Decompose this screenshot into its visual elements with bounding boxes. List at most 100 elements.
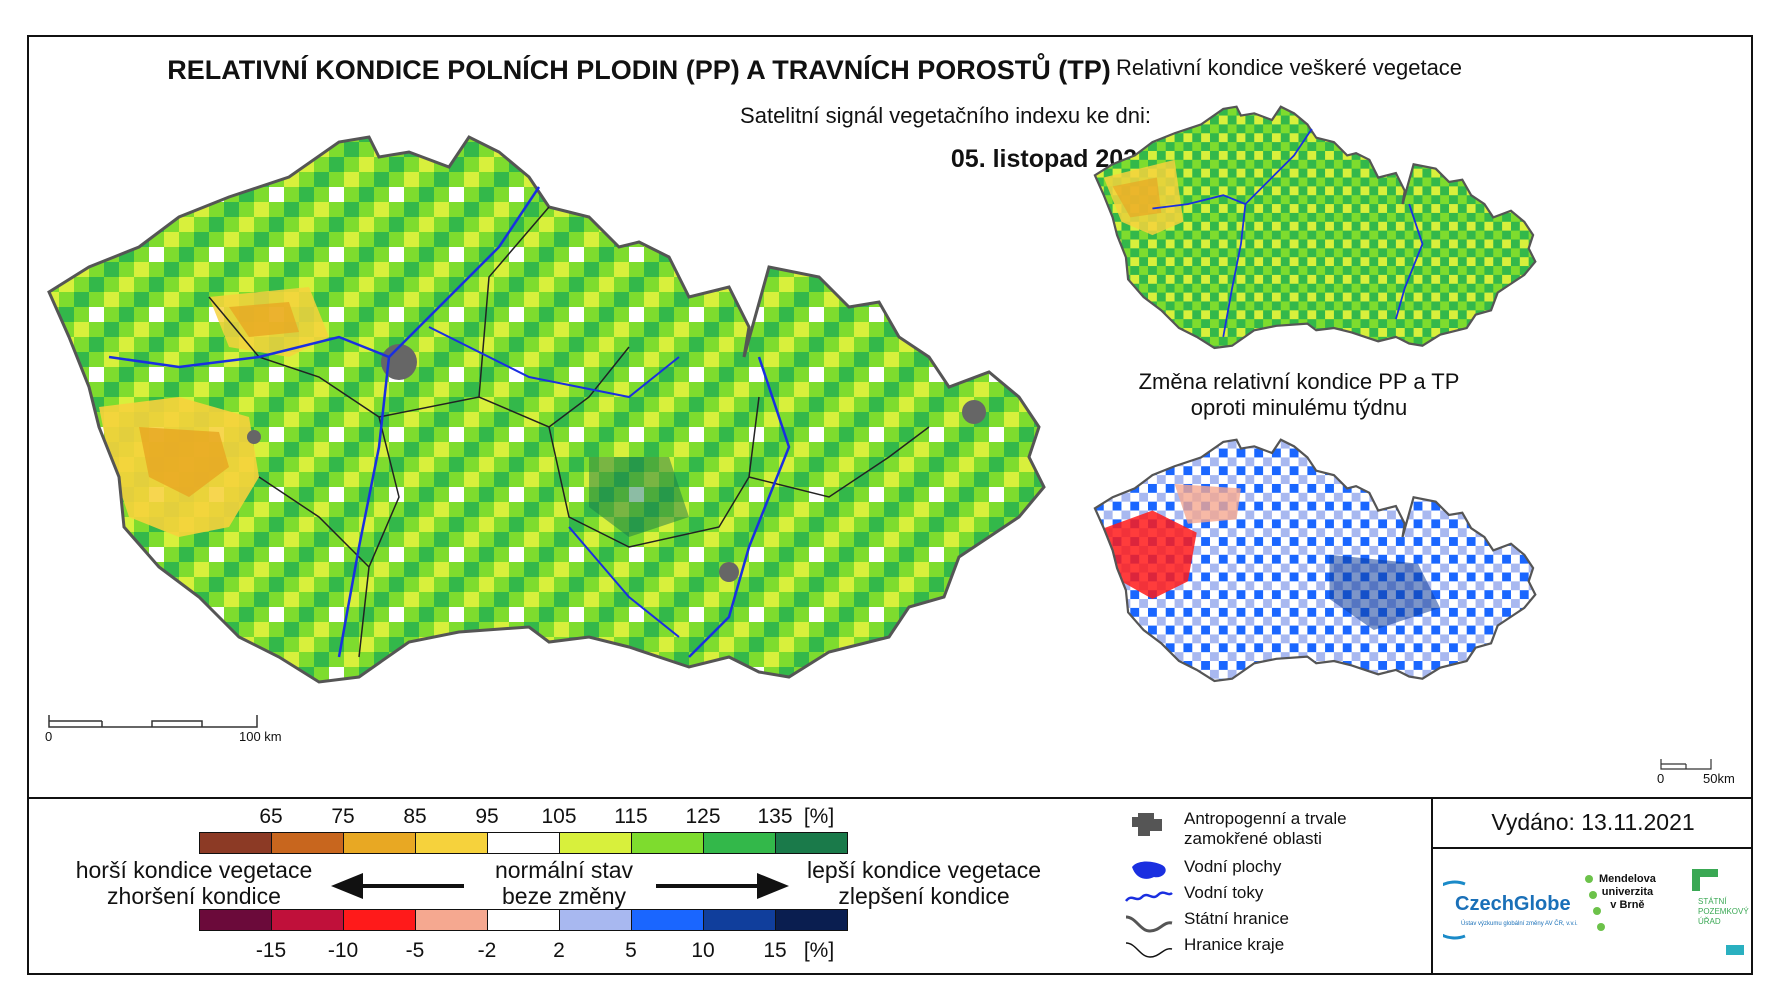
anthropogenic-area-icon [1132,813,1162,836]
condition-tick: 115 [614,805,648,828]
condition-swatch [703,832,776,854]
change-swatch [631,909,704,931]
spu-line2: POZEMKOVÝ [1698,907,1749,916]
left-label-line1: horší kondice vegetace [75,857,313,883]
key-state-border-label: Státní hranice [1184,909,1289,928]
condition-tick: 65 [259,805,283,828]
condition-swatch [559,832,632,854]
arrow-right [656,873,789,899]
side-map-change [1093,438,1537,683]
spu-logo-graphic [1692,869,1744,955]
change-tick: -15 [255,939,287,962]
condition-tick: 85 [403,805,427,828]
condition-swatch [199,832,272,854]
condition-swatch [487,832,560,854]
spu-logo-text: STÁTNÍ POZEMKOVÝ ÚŘAD [1698,897,1749,927]
condition-swatch [631,832,704,854]
condition-color-scale [199,832,848,854]
issued-date: Vydáno: 13.11.2021 [1491,809,1695,835]
change-swatch [559,909,632,931]
key-water-flows-label: Vodní toky [1184,883,1264,902]
czechglobe-logo-sub: Ústav výzkumu globální změny AV ČR, v.v.… [1461,921,1578,927]
condition-tick: 125 [685,805,721,828]
key-region-border-label: Hranice kraje [1184,935,1285,954]
water-body-icon [1132,861,1166,879]
mendel-line2: univerzita [1601,886,1654,898]
divider-vertical [1431,799,1433,975]
scale-bar-graphic [48,715,258,728]
page-title: RELATIVNÍ KONDICE POLNÍCH PLODIN (PP) A … [167,55,1111,85]
spu-line3: ÚŘAD [1698,917,1721,926]
change-tick: -2 [477,939,497,962]
partner-logos: CzechGlobe Ústav výzkumu globální změny … [1433,849,1753,975]
subtitle: Satelitní signál vegetačního indexu ke d… [740,103,1151,128]
left-label-line2: zhoršení kondice [107,883,281,909]
main-scale-bar: 0 100 km [45,713,307,748]
condition-swatch [271,832,344,854]
key-water-bodies: Vodní plochy [1124,857,1281,885]
right-label-line2: zlepšení kondice [838,883,1010,909]
change-swatch [703,909,776,931]
region-border-icon [1125,942,1173,958]
spu-line1: STÁTNÍ [1698,897,1727,906]
side-scale-bar: 0 50km [1657,757,1769,786]
change-unit: [%] [803,939,835,962]
right-label: lepší kondice vegetace zlepšení kondice [789,857,1059,909]
side-scale-bar-graphic [1660,759,1712,770]
change-tick: -5 [405,939,425,962]
key-water-bodies-label: Vodní plochy [1184,857,1282,876]
change-swatch [775,909,848,931]
mendel-logo-dots [1585,875,1605,931]
change-swatch [415,909,488,931]
condition-unit: [%] [803,805,835,828]
bottom-side-map-title-line2: oproti minulému týdnu [1190,395,1408,420]
change-tick: 5 [625,939,637,962]
key-region-border: Hranice kraje [1124,935,1284,963]
side-map-vegetation [1093,105,1537,350]
change-tick-labels: -15 -10 -5 -2 2 5 10 15 [%] [199,939,834,965]
key-water-flows: Vodní toky [1124,883,1263,911]
condition-tick-labels: 65 75 85 95 105 115 125 135 [%] [199,805,834,831]
side-scale-zero-label: 0 [1657,771,1665,786]
state-border-icon [1125,915,1173,933]
condition-tick: 135 [757,805,793,828]
arrow-left [331,873,464,899]
divider-issued [1433,847,1753,849]
mendel-line3: v Brně [1610,899,1645,911]
change-swatch [271,909,344,931]
change-tick: 15 [763,939,787,962]
change-swatch [487,909,560,931]
condition-swatch [775,832,848,854]
czechglobe-logo [1443,880,1466,940]
change-tick: -10 [327,939,359,962]
river-icon [1125,891,1173,902]
key-anthropogenic-label: Antropogenní a trvale zamokřené oblasti [1184,809,1347,848]
condition-tick: 105 [541,805,577,828]
top-side-map-title: Relativní kondice veškeré vegetace [1115,55,1463,80]
map-sheet: RELATIVNÍ KONDICE POLNÍCH PLODIN (PP) A … [27,35,1753,975]
center-label-line1: normální stav [494,857,634,883]
czechglobe-logo-text: CzechGlobe [1455,893,1571,915]
change-tick: 10 [691,939,715,962]
mendel-logo-text: Mendelova univerzita v Brně [1599,873,1656,912]
center-label-line2: beze změny [501,883,626,909]
divider-horizontal [29,797,1751,799]
bottom-side-map-title-line1: Změna relativní kondice PP a TP [1138,369,1460,394]
center-label: normální stav beze změny [469,857,659,909]
change-color-scale [199,909,848,931]
main-map [47,135,1046,684]
right-label-line1: lepší kondice vegetace [807,857,1041,883]
condition-tick: 95 [475,805,499,828]
change-swatch [199,909,272,931]
left-label: horší kondice vegetace zhoršení kondice [59,857,329,909]
side-scale-end-label: 50km [1703,771,1735,786]
mendel-line1: Mendelova [1599,873,1656,885]
key-state-border: Státní hranice [1124,909,1289,937]
condition-tick: 75 [331,805,355,828]
scale-zero-label: 0 [45,729,53,744]
key-anthropogenic: Antropogenní a trvale zamokřené oblasti [1124,809,1404,849]
condition-swatch [415,832,488,854]
condition-swatch [343,832,416,854]
change-swatch [343,909,416,931]
change-tick: 2 [553,939,565,962]
